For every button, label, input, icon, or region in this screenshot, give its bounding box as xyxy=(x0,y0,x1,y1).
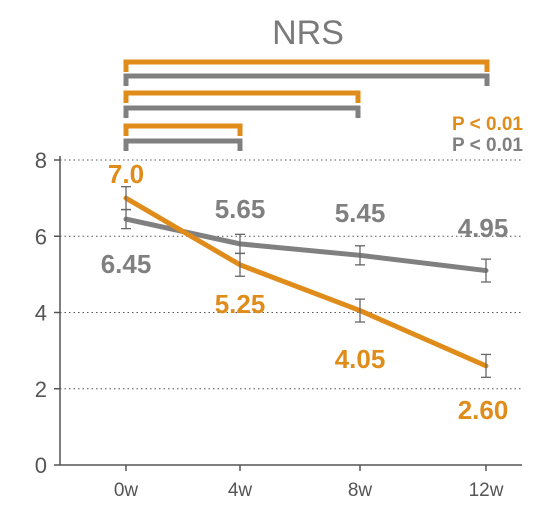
bracket-gray-0w-4w xyxy=(123,138,243,151)
series-1-line xyxy=(123,216,489,274)
p-value-orange: P < 0.01 xyxy=(452,114,523,135)
bracket-gray-0w-12w xyxy=(123,73,490,86)
x-tick-label-4w: 4w xyxy=(228,480,253,501)
p-value-gray: P < 0.01 xyxy=(452,135,523,156)
bracket-gray-0w-8w xyxy=(123,105,361,118)
x-tick-label-12w: 12w xyxy=(469,480,504,501)
x-tick-label-8w: 8w xyxy=(348,480,373,501)
bracket-orange-0w-8w xyxy=(123,90,361,103)
data-label-1-8w: 5.45 xyxy=(335,198,386,228)
data-label-1-0w: 6.45 xyxy=(101,249,152,279)
data-labels-layer: 7.0 5.25 4.05 2.60 6.45 5.65 5.45 4.95 xyxy=(101,159,509,425)
y-tick-label-4: 4 xyxy=(35,301,47,326)
data-label-0-12w: 2.60 xyxy=(458,395,509,425)
axes xyxy=(59,156,522,466)
chart-title: NRS xyxy=(272,14,344,52)
data-label-1-4w: 5.65 xyxy=(215,194,266,224)
error-bar-1-12w xyxy=(481,258,491,283)
data-label-0-0w: 7.0 xyxy=(108,159,144,189)
grid-lines xyxy=(60,159,522,390)
x-axis-ticks: 0w 4w 8w 12w xyxy=(114,465,504,501)
y-tick-label-6: 6 xyxy=(35,224,47,249)
data-label-0-8w: 4.05 xyxy=(335,344,386,374)
series-0-line xyxy=(123,195,489,369)
y-tick-label-8: 8 xyxy=(35,148,47,173)
y-axis-ticks: 0 2 4 6 8 xyxy=(35,148,60,478)
significance-brackets xyxy=(123,59,490,151)
y-tick-label-2: 2 xyxy=(35,377,47,402)
error-bar-0-8w xyxy=(355,298,365,323)
error-bar-0-4w xyxy=(235,252,245,277)
bracket-orange-0w-4w xyxy=(123,123,243,136)
error-bar-1-8w xyxy=(355,245,365,266)
error-bar-0-0w xyxy=(121,186,131,211)
data-label-0-4w: 5.25 xyxy=(215,289,266,319)
x-tick-label-0w: 0w xyxy=(114,480,139,501)
y-tick-label-0: 0 xyxy=(35,453,47,478)
bracket-orange-0w-12w xyxy=(123,59,490,72)
series-layer xyxy=(121,186,491,378)
data-label-1-12w: 4.95 xyxy=(458,213,509,243)
error-bar-0-12w xyxy=(481,353,491,378)
